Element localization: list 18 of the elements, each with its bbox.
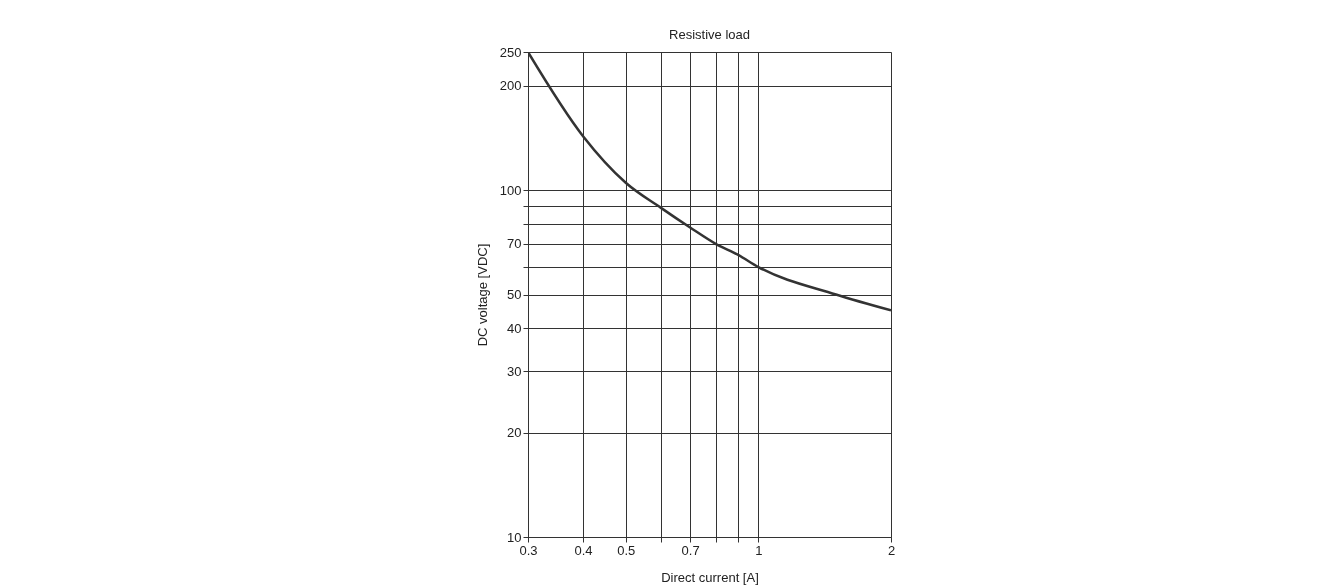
- y-tick-label: 250: [499, 44, 522, 60]
- chart-title: Resistive load: [669, 27, 750, 42]
- y-tick-label: 30: [507, 363, 522, 379]
- x-tick-label: 0.7: [681, 542, 700, 558]
- x-tick-label: 0.3: [519, 542, 538, 558]
- y-axis-title: DC voltage [VDC]: [474, 243, 490, 347]
- y-tick-label: 200: [499, 78, 522, 94]
- y-tick-label: 50: [507, 287, 522, 302]
- x-tick-label: 0.5: [617, 542, 636, 558]
- y-tick-label: 40: [507, 320, 522, 336]
- y-tick-label: 20: [507, 425, 522, 441]
- x-tick-label: 0.4: [574, 542, 593, 558]
- x-tick-label: 1: [755, 542, 763, 558]
- x-axis-title: Direct current [A]: [661, 569, 759, 585]
- y-tick-label: 10: [507, 529, 522, 545]
- y-tick-label: 100: [499, 182, 522, 198]
- y-tick-label: 70: [507, 236, 522, 252]
- x-tick-label: 2: [887, 542, 896, 558]
